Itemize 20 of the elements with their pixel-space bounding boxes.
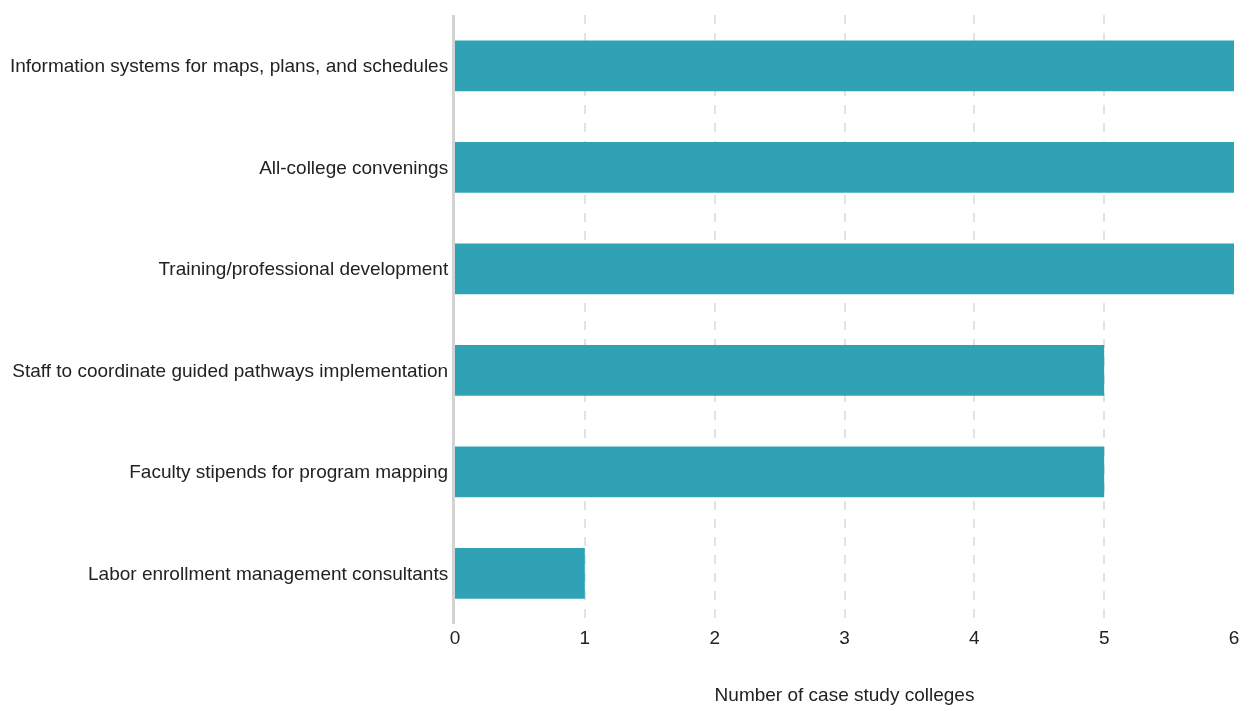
y-tick-label: Training/professional development [158, 258, 449, 280]
x-axis-title: Number of case study colleges [714, 683, 975, 705]
bar [455, 243, 1234, 295]
bar [455, 344, 1105, 396]
x-tick-label: 4 [969, 627, 981, 648]
y-tick-label: Faculty stipends for program mapping [129, 461, 449, 483]
x-tick-label: 0 [449, 627, 461, 648]
x-tick-label: 2 [709, 627, 720, 648]
bar [455, 40, 1234, 92]
bar [455, 141, 1234, 193]
x-tick-label: 1 [579, 627, 591, 648]
x-tick-label: 5 [1098, 627, 1110, 648]
x-tick-label: 3 [839, 627, 850, 648]
bar [455, 547, 585, 599]
x-tick-label: 6 [1228, 627, 1240, 648]
bar [455, 446, 1105, 498]
y-tick-label: Labor enrollment management consultants [88, 562, 449, 584]
y-tick-label: All-college convenings [259, 156, 449, 178]
y-tick-label: Staff to coordinate guided pathways implementation [12, 359, 449, 381]
y-tick-label: Information systems for maps, plans, and schedules [9, 55, 449, 77]
